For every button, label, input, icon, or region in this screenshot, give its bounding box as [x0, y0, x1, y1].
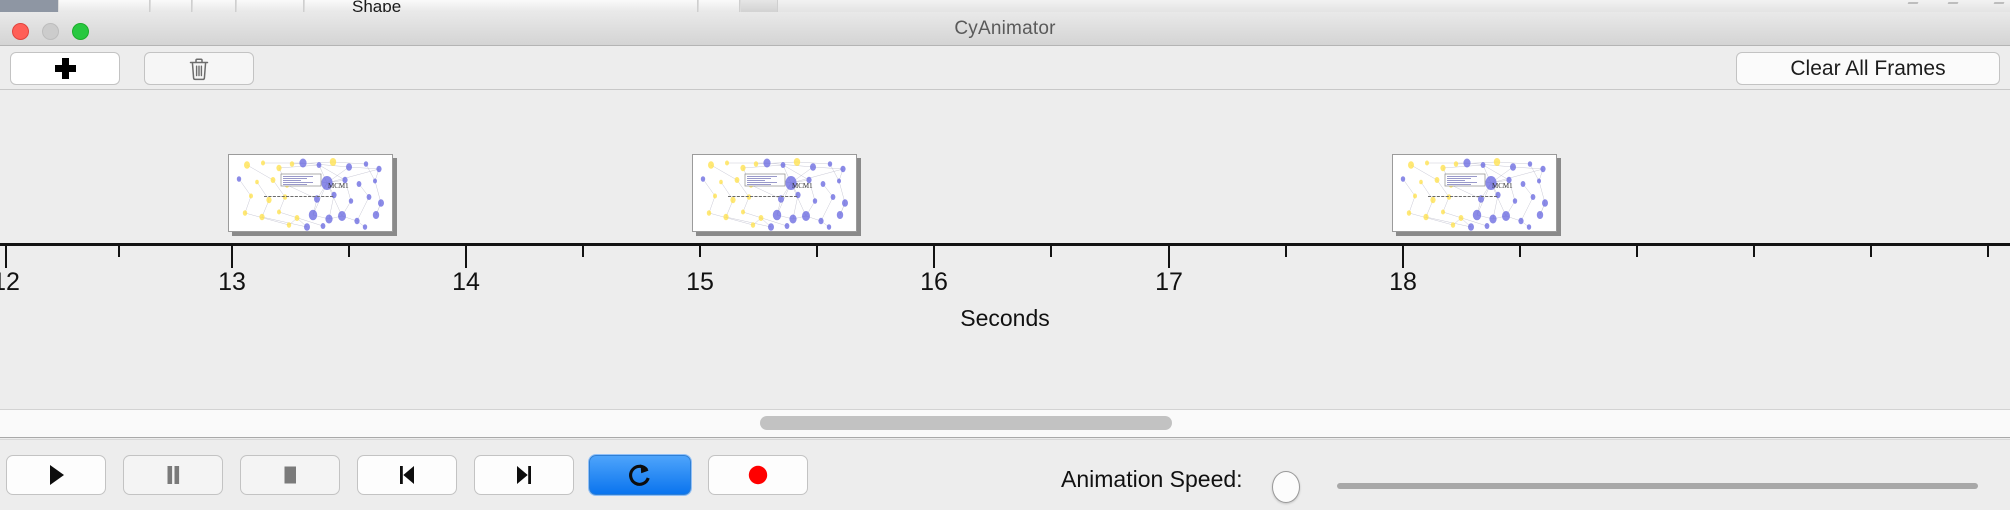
- axis-title: Seconds: [960, 305, 1050, 331]
- axis-tick: [1870, 246, 1872, 257]
- timeline-axis: [0, 243, 2010, 246]
- background-window-cell: [698, 0, 740, 12]
- background-window-cell: [366, 0, 698, 12]
- plus-icon: [54, 58, 76, 79]
- axis-tick: [1636, 246, 1638, 257]
- svg-text:MCM1: MCM1: [328, 182, 349, 190]
- add-frame-button[interactable]: [10, 52, 120, 85]
- play-button[interactable]: [6, 455, 106, 495]
- axis-tick: [465, 246, 467, 268]
- axis-tick: [1168, 246, 1170, 268]
- background-window-cell: [192, 0, 236, 12]
- loop-icon: [626, 461, 654, 489]
- timeline-panel[interactable]: MCM1 MCM1 MCM1 12 13 14 15 16 17 18 Seconds: [0, 90, 2010, 410]
- background-window-marker: [1943, 2, 1959, 12]
- axis-tick: [1519, 246, 1521, 257]
- trash-icon: [189, 58, 209, 80]
- window-titlebar: CyAnimator: [0, 12, 2010, 46]
- axis-tick-label: 18: [1389, 268, 1417, 296]
- axis-tick-label: 12: [0, 268, 20, 296]
- animation-speed-slider-thumb[interactable]: [1272, 471, 1300, 503]
- background-window-sidebar: [0, 0, 58, 12]
- axis-tick: [1753, 246, 1755, 257]
- axis-tick: [118, 246, 120, 257]
- zoom-button[interactable]: [72, 23, 89, 40]
- svg-text:MCM1: MCM1: [792, 182, 813, 190]
- background-window-label: Shape: [352, 0, 402, 12]
- frame-thumbnail-18[interactable]: MCM1: [1392, 154, 1557, 232]
- background-window-cell: [150, 0, 192, 12]
- loop-button[interactable]: [589, 455, 691, 495]
- axis-tick: [1987, 246, 1989, 257]
- record-icon: [745, 462, 771, 488]
- toolbar: Clear All Frames: [0, 46, 2010, 90]
- axis-tick: [1050, 246, 1052, 257]
- background-window-strip: Shape: [0, 0, 2010, 12]
- axis-tick: [1402, 246, 1404, 268]
- play-icon: [43, 462, 69, 488]
- axis-tick: [816, 246, 818, 257]
- axis-tick: [1285, 246, 1287, 257]
- timeline-content: MCM1 MCM1 MCM1 12 13 14 15 16 17 18 Seconds: [0, 90, 2010, 409]
- pause-icon: [160, 462, 186, 488]
- axis-tick-label: 17: [1155, 268, 1183, 296]
- clear-all-frames-button[interactable]: Clear All Frames: [1736, 52, 2000, 85]
- axis-tick: [348, 246, 350, 257]
- frame-thumbnail-15[interactable]: MCM1: [692, 154, 857, 232]
- axis-tick-label: 16: [920, 268, 948, 296]
- delete-frame-button[interactable]: [144, 52, 254, 85]
- svg-text:MCM1: MCM1: [1492, 182, 1513, 190]
- background-window-marker: [1903, 2, 1919, 12]
- axis-tick: [231, 246, 233, 268]
- window-title: CyAnimator: [954, 18, 1056, 39]
- animation-speed-slider[interactable]: [1337, 483, 1978, 489]
- skip-forward-icon: [511, 462, 537, 488]
- background-window-cell: [740, 0, 778, 12]
- pause-button[interactable]: [123, 455, 223, 495]
- axis-tick: [933, 246, 935, 268]
- stop-icon: [277, 462, 303, 488]
- axis-tick: [582, 246, 584, 257]
- axis-tick-label: 13: [218, 268, 246, 296]
- axis-tick-label: 15: [686, 268, 714, 296]
- close-button[interactable]: [12, 23, 29, 40]
- record-button[interactable]: [708, 455, 808, 495]
- timeline-scrollbar-track[interactable]: [0, 410, 2010, 438]
- background-window-cell: [304, 0, 366, 12]
- stop-button[interactable]: [240, 455, 340, 495]
- frame-thumbnail-13[interactable]: MCM1: [228, 154, 393, 232]
- skip-to-start-button[interactable]: [357, 455, 457, 495]
- skip-to-end-button[interactable]: [474, 455, 574, 495]
- axis-tick: [699, 246, 701, 257]
- background-window-cell: [58, 0, 150, 12]
- minimize-button[interactable]: [42, 23, 59, 40]
- background-window-marker: [1989, 2, 2005, 12]
- axis-tick: [5, 246, 7, 268]
- timeline-scrollbar-thumb[interactable]: [760, 416, 1172, 430]
- axis-tick-label: 14: [452, 268, 480, 296]
- playback-control-bar: Animation Speed:: [0, 439, 2010, 510]
- skip-back-icon: [394, 462, 420, 488]
- background-window-cell: [236, 0, 304, 12]
- animation-speed-label: Animation Speed:: [1061, 466, 1243, 492]
